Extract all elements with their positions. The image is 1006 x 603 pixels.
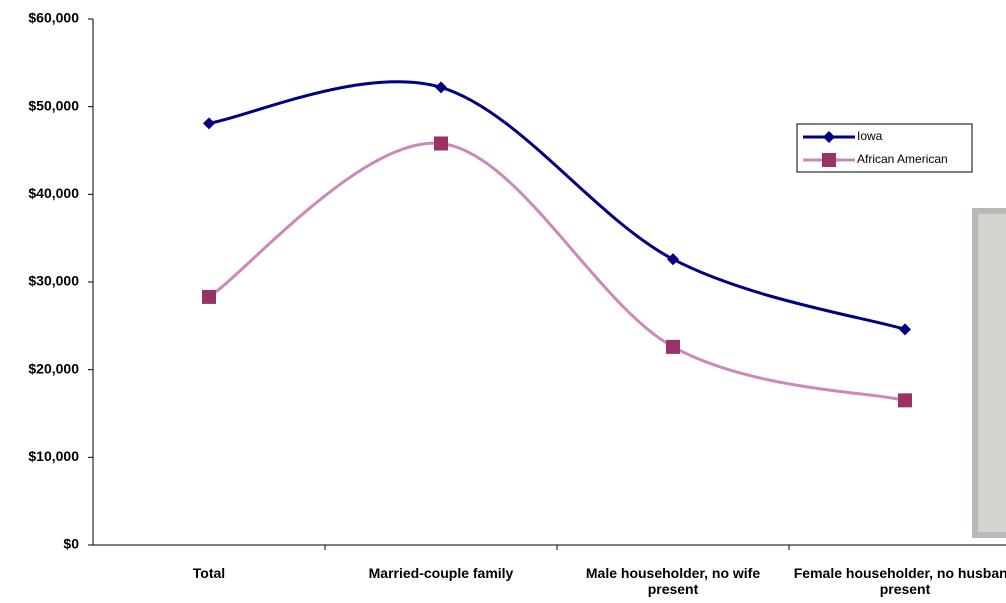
x-tick-label: Male householder, no wife present — [585, 565, 761, 597]
marker — [203, 117, 215, 130]
x-tick-label: Female householder, no husband present — [793, 565, 1006, 597]
marker — [898, 393, 912, 408]
legend-label: African American — [857, 152, 948, 166]
legend: Iowa African American — [796, 123, 973, 173]
y-tick-label: $10,000 — [28, 448, 79, 464]
y-tick-label: $30,000 — [28, 273, 79, 289]
y-tick-label: $60,000 — [28, 10, 79, 26]
marker — [434, 136, 448, 151]
legend-label: Iowa — [857, 129, 883, 143]
y-tick-label: $20,000 — [28, 360, 79, 376]
marker — [202, 289, 216, 304]
photo-inner — [978, 214, 1006, 532]
x-tick-label: Married-couple family — [368, 565, 514, 581]
series-line — [208, 80, 906, 331]
marker — [822, 153, 836, 167]
marker — [823, 131, 835, 143]
marker — [435, 81, 447, 94]
marker — [666, 339, 680, 354]
y-tick-label: $40,000 — [28, 185, 79, 201]
y-tick-label: $0 — [63, 536, 79, 552]
marker — [667, 253, 679, 266]
series-line — [208, 141, 906, 402]
y-tick-label: $50,000 — [28, 97, 79, 113]
marker — [899, 323, 911, 336]
x-tick-label: Total — [192, 565, 226, 581]
